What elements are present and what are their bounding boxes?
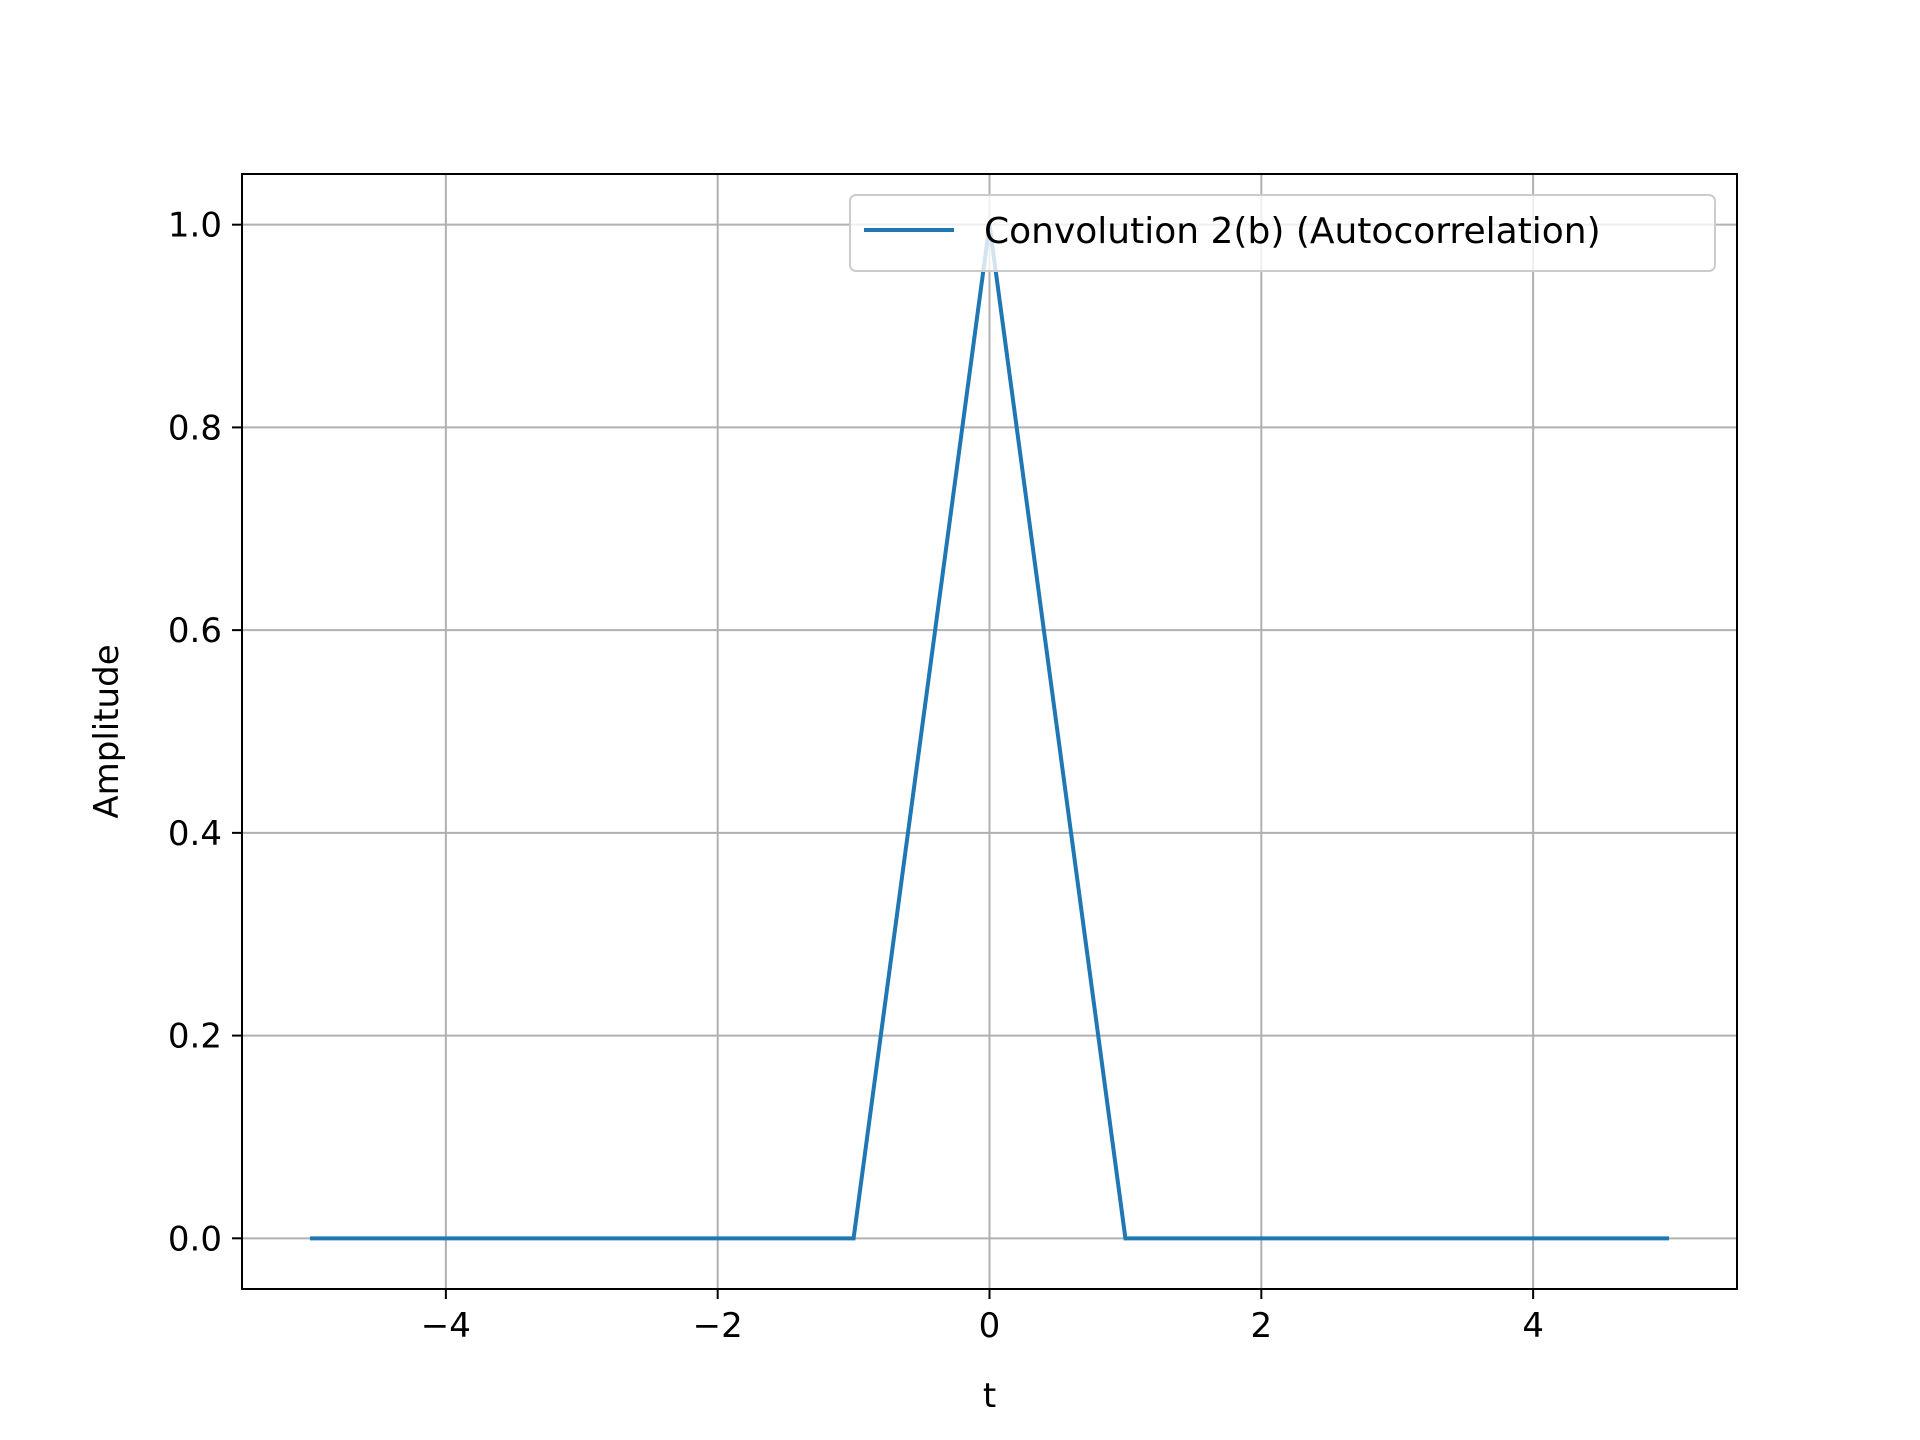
- y-tick-label: 1.0: [168, 206, 222, 246]
- grid: [242, 174, 1737, 1289]
- y-axis-ticks: 0.0 0.2 0.4 0.6 0.8 1.0: [168, 206, 242, 1259]
- x-axis-label: t: [983, 1376, 996, 1416]
- y-tick-label: 0.2: [168, 1017, 222, 1057]
- y-axis-label: Amplitude: [87, 644, 127, 818]
- x-tick-label: 2: [1250, 1306, 1272, 1346]
- y-tick-label: 0.4: [168, 814, 222, 854]
- y-tick-label: 0.6: [168, 611, 222, 651]
- x-axis-ticks: −4 −2 0 2 4: [421, 1289, 1544, 1346]
- legend: Convolution 2(b) (Autocorrelation): [849, 194, 1716, 272]
- x-tick-label: −4: [421, 1306, 471, 1346]
- x-tick-label: 4: [1522, 1306, 1544, 1346]
- y-tick-label: 0.0: [168, 1219, 222, 1259]
- y-tick-label: 0.8: [168, 408, 222, 448]
- x-tick-label: −2: [693, 1306, 743, 1346]
- x-tick-label: 0: [979, 1306, 1001, 1346]
- legend-entry-label: Convolution 2(b) (Autocorrelation): [984, 211, 1601, 252]
- legend-box: [849, 194, 1716, 272]
